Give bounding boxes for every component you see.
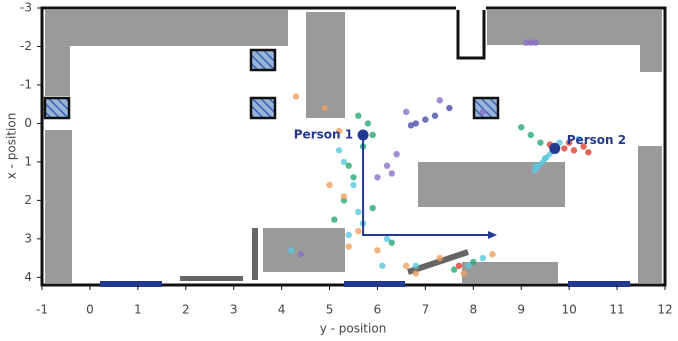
y-tick-label: 4 [24,270,32,284]
point [383,235,391,243]
point [522,39,530,46]
point [465,262,472,269]
x-tick-label: 6 [374,303,382,317]
x-tick-label: 4 [278,303,286,317]
point [388,170,396,177]
point [407,122,415,129]
arrow [362,134,490,236]
x-tick-label: 9 [517,303,525,317]
point [580,143,587,150]
point [446,104,453,112]
point [297,251,304,258]
point [374,247,381,254]
point [479,254,487,262]
point [575,135,582,143]
y-tick-label: -3 [20,1,32,15]
arrow-head [488,231,497,239]
point [527,39,535,46]
point [431,112,439,119]
y-tick-label: 0 [24,116,32,130]
point [369,131,376,139]
point [355,112,362,119]
point [345,243,352,250]
person-label: Person 2 [567,133,626,147]
point [388,239,396,246]
point [436,254,443,262]
x-tick-label: 3 [230,303,238,317]
y-tick-label: 3 [24,231,32,245]
point [379,262,386,269]
point [340,193,348,200]
x-tick-label: -1 [36,303,48,317]
point [460,270,467,277]
x-tick-label: 5 [326,303,334,317]
point [340,158,348,166]
point [527,131,535,139]
point [350,174,357,181]
x-tick-label: 8 [469,303,477,317]
point [479,108,487,116]
point [436,97,443,104]
y-tick-label: 2 [24,193,32,207]
x-axis-label: y - position [320,322,387,336]
point [455,262,463,269]
y-axis-label: x - position [5,113,19,180]
point [532,39,539,46]
point [403,262,410,269]
point [565,139,573,146]
x-tick-label: 12 [657,303,672,317]
point [561,145,568,152]
x-tick-label: 7 [422,303,430,317]
point [345,231,352,239]
person-marker [549,142,561,154]
point [364,120,372,127]
x-tick-label: 10 [562,303,577,317]
point [412,270,419,277]
point [321,104,328,112]
point [422,116,429,123]
point [570,147,578,154]
point [350,181,357,189]
x-tick-label: 1 [134,303,142,317]
point [374,174,381,181]
point [335,147,343,154]
point [585,149,592,156]
floor-plan [40,4,667,287]
point [412,120,419,127]
point [331,216,338,223]
y-tick-label: 1 [24,154,32,168]
point [450,266,458,273]
point [403,108,410,116]
x-tick-label: 11 [609,303,624,317]
point [355,227,362,235]
point [292,93,300,100]
point [470,258,477,266]
point [326,181,333,189]
point [383,162,391,169]
point [393,150,400,158]
person-label: Person 1 [294,127,353,141]
x-tick-label: 2 [182,303,190,317]
point [537,139,544,146]
point [412,262,419,269]
point [369,204,376,212]
y-tick-label: -2 [20,39,32,53]
x-tick-label: 0 [86,303,94,317]
point [355,208,362,216]
person-marker [357,129,369,141]
y-tick-label: -1 [20,77,32,91]
point [345,162,352,169]
point [518,124,525,131]
point [489,251,496,258]
point [335,127,343,135]
point [288,247,295,254]
